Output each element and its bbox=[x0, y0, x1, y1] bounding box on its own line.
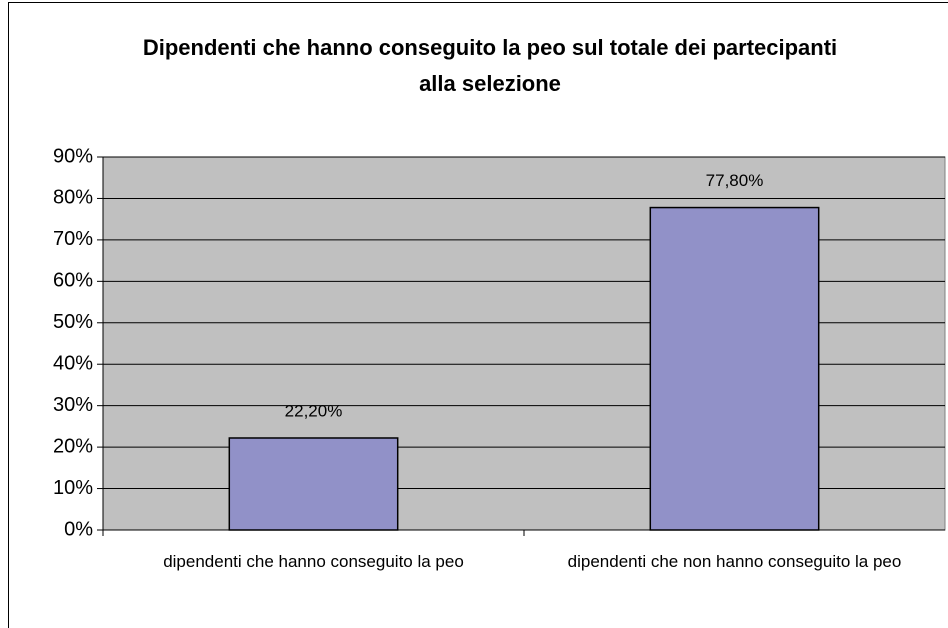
x-tick-label: dipendenti che hanno conseguito la peo bbox=[163, 552, 464, 571]
y-tick-label: 30% bbox=[53, 394, 93, 416]
y-tick-label: 90% bbox=[53, 145, 93, 167]
y-tick-label: 0% bbox=[64, 518, 93, 540]
data-label: 77,80% bbox=[706, 171, 764, 190]
y-tick-label: 80% bbox=[53, 187, 93, 209]
y-tick-label: 50% bbox=[53, 311, 93, 333]
y-tick-label: 40% bbox=[53, 353, 93, 375]
x-tick-label: dipendenti che non hanno conseguito la p… bbox=[567, 552, 902, 571]
bar bbox=[649, 206, 820, 531]
chart-title: Dipendenti che hanno conseguito la peo s… bbox=[142, 35, 838, 96]
chart-border bbox=[8, 2, 948, 628]
y-tick-label: 10% bbox=[53, 477, 93, 499]
data-label: 22,20% bbox=[285, 401, 343, 420]
y-tick-label: 20% bbox=[53, 435, 93, 457]
y-tick-label: 70% bbox=[53, 228, 93, 250]
bar bbox=[228, 437, 399, 531]
y-tick-label: 60% bbox=[53, 270, 93, 292]
